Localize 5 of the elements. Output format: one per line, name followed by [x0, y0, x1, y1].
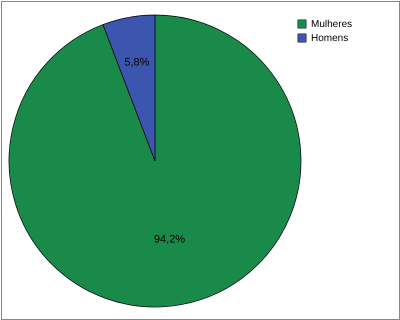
data-label: 94,2%	[154, 234, 186, 246]
legend-label: Homens	[311, 33, 348, 44]
pie-slice	[8, 14, 302, 308]
data-label: 5,8%	[124, 56, 150, 69]
legend-label: Mulheres	[311, 19, 352, 30]
